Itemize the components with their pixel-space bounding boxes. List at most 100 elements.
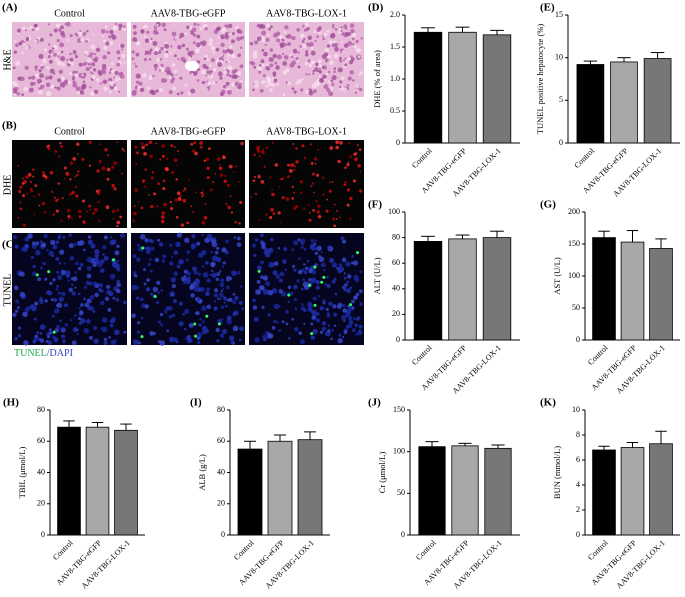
cell bbox=[170, 255, 174, 258]
bar bbox=[610, 61, 638, 144]
bar bbox=[114, 429, 138, 536]
cell bbox=[330, 337, 333, 341]
cell bbox=[329, 55, 332, 58]
cell bbox=[207, 81, 212, 86]
cell bbox=[34, 334, 37, 338]
cell bbox=[41, 201, 46, 206]
cell bbox=[296, 59, 299, 62]
cell bbox=[334, 28, 338, 31]
cell bbox=[310, 309, 317, 316]
cell bbox=[260, 233, 264, 238]
cell bbox=[225, 285, 230, 290]
cell bbox=[106, 284, 111, 290]
cell bbox=[51, 335, 56, 339]
cell bbox=[307, 59, 311, 63]
cell bbox=[267, 313, 271, 317]
cell bbox=[121, 172, 123, 175]
cell bbox=[234, 81, 240, 87]
cell bbox=[253, 66, 257, 69]
cell bbox=[355, 47, 361, 53]
cell bbox=[134, 145, 138, 149]
cell bbox=[25, 45, 30, 50]
cell bbox=[58, 291, 62, 295]
cell bbox=[68, 287, 73, 293]
cell bbox=[297, 238, 301, 242]
cell bbox=[338, 333, 342, 337]
cell bbox=[57, 236, 61, 240]
y-tick-label: 0 bbox=[41, 530, 45, 539]
cell bbox=[215, 327, 220, 333]
cell bbox=[165, 50, 169, 53]
cell bbox=[278, 278, 283, 283]
cell bbox=[106, 167, 111, 172]
cell bbox=[47, 55, 51, 59]
cell bbox=[74, 175, 76, 178]
cell bbox=[259, 88, 264, 93]
cell bbox=[254, 337, 260, 343]
cell bbox=[352, 79, 355, 82]
cell bbox=[177, 242, 181, 247]
cell bbox=[206, 70, 211, 75]
cell bbox=[311, 247, 316, 251]
cell bbox=[150, 204, 154, 209]
cell bbox=[171, 86, 176, 91]
cell bbox=[275, 65, 280, 70]
cell bbox=[109, 30, 113, 34]
cell bbox=[347, 76, 352, 81]
cell bbox=[30, 256, 34, 259]
cell bbox=[351, 37, 355, 41]
cell bbox=[169, 200, 173, 204]
y-tick-label: 0 bbox=[396, 138, 400, 147]
cell bbox=[349, 196, 353, 201]
bar bbox=[267, 440, 293, 536]
y-tick-label: 60 bbox=[392, 258, 400, 267]
cell bbox=[69, 57, 74, 62]
cell bbox=[274, 61, 278, 65]
cell bbox=[121, 53, 126, 58]
bar bbox=[649, 248, 673, 341]
cell bbox=[173, 49, 176, 52]
cell bbox=[203, 159, 206, 162]
cell bbox=[116, 244, 120, 248]
cell bbox=[116, 279, 120, 284]
cell bbox=[219, 77, 222, 80]
cell bbox=[284, 25, 289, 30]
cell bbox=[76, 142, 80, 146]
cell bbox=[152, 41, 158, 47]
cell bbox=[309, 143, 312, 146]
cell bbox=[342, 308, 347, 313]
cell bbox=[347, 274, 352, 279]
cell bbox=[61, 292, 66, 297]
cell bbox=[93, 52, 96, 56]
cell bbox=[238, 30, 243, 34]
cell bbox=[54, 149, 58, 153]
cell bbox=[83, 31, 87, 34]
cell bbox=[209, 273, 213, 277]
cell bbox=[60, 56, 66, 62]
cell bbox=[300, 88, 304, 92]
cell bbox=[337, 159, 341, 164]
cell bbox=[58, 261, 62, 265]
cell bbox=[135, 296, 140, 300]
cell bbox=[69, 52, 72, 56]
y-axis-label: BUN (mmol/L) bbox=[552, 446, 562, 499]
cell bbox=[183, 327, 187, 331]
cell bbox=[333, 277, 337, 281]
cell bbox=[133, 31, 137, 35]
cell bbox=[112, 218, 115, 220]
cell bbox=[78, 321, 82, 325]
cell bbox=[264, 281, 271, 287]
cell bbox=[102, 54, 107, 60]
cell bbox=[76, 332, 79, 336]
cell bbox=[165, 157, 169, 161]
cell bbox=[86, 298, 92, 304]
cell bbox=[69, 256, 75, 261]
micrograph-texture bbox=[17, 140, 126, 228]
tunel-cell bbox=[35, 273, 39, 277]
cell bbox=[254, 192, 258, 196]
cell bbox=[26, 192, 28, 195]
cell bbox=[131, 284, 138, 291]
cell bbox=[88, 164, 92, 167]
cell bbox=[14, 40, 17, 43]
micrograph-texture bbox=[249, 22, 364, 97]
